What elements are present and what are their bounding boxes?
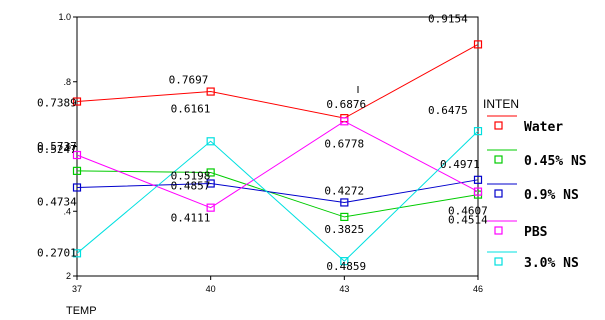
x-tick-label: 40 <box>206 284 216 294</box>
series-line-4 <box>76 130 479 262</box>
data-label: 0.4857 <box>171 180 211 193</box>
data-label: 0.7697 <box>169 74 209 87</box>
x-axis-title: TEMP <box>66 305 97 317</box>
data-labels: 0.7389 0.7697 0.6876 0.9154 0.5247 0.5198 0.38… <box>37 12 488 273</box>
data-point-marker <box>72 150 82 160</box>
data-label: 0.6876 <box>326 98 366 111</box>
data-label: 0.4607 <box>448 205 488 218</box>
data-label: 0.4111 <box>171 212 211 225</box>
legend-marker-4 <box>494 257 503 266</box>
data-point-marker <box>72 97 82 106</box>
series-line-0 <box>76 43 479 119</box>
legend-label-2: 0.9% NS <box>524 188 579 203</box>
y-tick-label: 1.0 <box>58 12 71 22</box>
data-point-marker <box>72 249 82 258</box>
y-tick-label: .4 <box>63 206 71 216</box>
legend-title: INTEN <box>483 97 519 111</box>
y-tick-label: 2 <box>66 271 71 281</box>
data-point-marker <box>473 127 483 136</box>
series-line-2 <box>76 179 479 203</box>
plot-frame <box>76 16 479 277</box>
x-tick-label: 43 <box>339 284 349 294</box>
y-tick-label: .6 <box>63 142 71 152</box>
data-point-marker <box>206 137 215 146</box>
data-point-marker <box>340 212 349 222</box>
legend-marker-2 <box>494 189 503 198</box>
legend: INTEN Water 0.45% NS 0.9% NS PBS 3.0% NS <box>483 97 587 271</box>
data-point-marker <box>473 187 483 196</box>
data-point-marker <box>340 198 349 207</box>
data-label: 0.4514 <box>448 214 488 227</box>
x-tick-label: 46 <box>473 284 483 294</box>
data-label: 0.4734 <box>37 195 77 208</box>
data-label: 0.3825 <box>324 223 364 236</box>
series-line-3 <box>76 120 479 209</box>
data-point-marker <box>206 168 215 177</box>
legend-label-4: 3.0% NS <box>524 256 579 271</box>
data-point-marker <box>206 87 215 96</box>
data-label: 0.2701 <box>37 246 77 259</box>
data-point-marker <box>340 257 349 266</box>
plot-area <box>72 40 483 266</box>
data-point-marker <box>72 166 82 175</box>
data-label: 0.5198 <box>171 169 211 182</box>
data-label: 0.7389 <box>37 97 77 110</box>
x-tick-label: 37 <box>72 284 82 294</box>
data-label: 0.6475 <box>428 104 468 117</box>
series-line-1 <box>76 170 479 218</box>
legend-marker-0 <box>494 121 503 130</box>
legend-label-1: 0.45% NS <box>524 154 587 169</box>
legend-label-3: PBS <box>524 225 548 240</box>
data-label: 0.6778 <box>324 137 364 150</box>
data-label: 0.4272 <box>324 184 364 197</box>
data-point-marker <box>72 183 82 192</box>
data-label: 0.9154 <box>428 12 468 25</box>
data-label: 0.4971 <box>440 158 480 171</box>
data-label: 0.5247 <box>37 143 77 156</box>
y-tick-label: .8 <box>63 77 71 87</box>
data-point-marker <box>473 40 483 49</box>
data-label: 0.6161 <box>171 102 211 115</box>
data-label: 0.5737 <box>37 140 77 153</box>
data-point-marker <box>206 179 215 188</box>
data-label: 0.4859 <box>326 260 366 273</box>
legend-marker-1 <box>494 155 503 164</box>
data-point-marker <box>206 203 215 212</box>
legend-label-0: Water <box>524 120 563 135</box>
axes: 2 .4 .6 .8 1.0 37 40 43 46 TEMP <box>58 12 483 317</box>
data-point-marker <box>473 175 483 184</box>
data-point-marker <box>340 117 349 126</box>
legend-marker-3 <box>494 226 503 235</box>
